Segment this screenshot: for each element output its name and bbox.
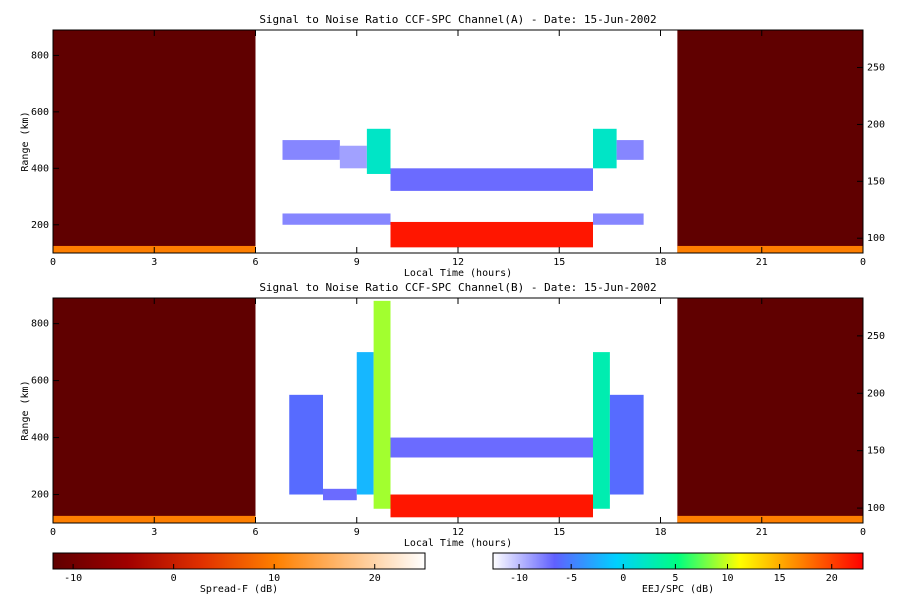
y2-tick-label: 250 xyxy=(867,63,885,74)
y-tick-label: 400 xyxy=(31,163,49,174)
y-tick-label: 600 xyxy=(31,107,49,118)
y2-tick-label: 200 xyxy=(867,119,885,130)
heat-block xyxy=(366,128,391,174)
y2-tick-label: 100 xyxy=(867,233,885,244)
colorbar-tick-label: 0 xyxy=(171,573,177,584)
heat-block xyxy=(390,168,593,191)
x-tick-label: 0 xyxy=(860,257,866,268)
colorbar-tick-label: -10 xyxy=(510,573,528,584)
y2-tick-label: 100 xyxy=(867,503,885,514)
heat-block xyxy=(339,145,367,169)
heat-block xyxy=(282,140,340,160)
y-axis-label: Range (km) xyxy=(20,111,31,171)
colorbar-tick-label: 20 xyxy=(369,573,381,584)
colorbar-tick-label: 20 xyxy=(826,573,838,584)
heat-block xyxy=(593,213,644,225)
y2-tick-label: 250 xyxy=(867,331,885,342)
x-tick-label: 9 xyxy=(354,527,360,538)
x-tick-label: 12 xyxy=(452,527,464,538)
colorbar-tick-label: -5 xyxy=(565,573,577,584)
y-tick-label: 200 xyxy=(31,220,49,231)
heat-block xyxy=(356,352,374,495)
heat-block xyxy=(593,128,617,169)
y-tick-label: 600 xyxy=(31,376,49,387)
heat-block xyxy=(677,245,863,253)
x-tick-label: 12 xyxy=(452,257,464,268)
x-tick-label: 21 xyxy=(756,257,768,268)
heat-block xyxy=(289,394,323,495)
x-tick-label: 21 xyxy=(756,527,768,538)
colorbar-tick-label: -10 xyxy=(64,573,82,584)
x-tick-label: 15 xyxy=(553,257,565,268)
heat-block xyxy=(593,352,610,509)
x-tick-label: 3 xyxy=(151,257,157,268)
heat-block xyxy=(373,300,391,509)
heat-block xyxy=(677,515,863,523)
y2-tick-label: 200 xyxy=(867,388,885,399)
colorbar-tick-label: 15 xyxy=(774,573,786,584)
y2-tick-label: 150 xyxy=(867,176,885,187)
heat-block xyxy=(323,488,357,501)
x-tick-label: 9 xyxy=(354,257,360,268)
colorbar-tick-label: 5 xyxy=(672,573,678,584)
heat-block xyxy=(616,140,644,160)
chart-title: Signal to Noise Ratio CCF-SPC Channel(B)… xyxy=(259,281,656,294)
y-tick-label: 200 xyxy=(31,490,49,501)
heat-block xyxy=(677,298,863,523)
colorbar-label: Spread-F (dB) xyxy=(200,584,278,595)
heat-block xyxy=(390,437,593,458)
y-axis-label: Range (km) xyxy=(20,380,31,440)
y-tick-label: 800 xyxy=(31,50,49,61)
heat-block xyxy=(390,494,593,518)
x-tick-label: 0 xyxy=(50,257,56,268)
x-tick-label: 18 xyxy=(654,527,666,538)
heat-block xyxy=(390,221,593,248)
chart-title: Signal to Noise Ratio CCF-SPC Channel(A)… xyxy=(259,13,656,26)
x-axis-label: Local Time (hours) xyxy=(404,538,512,549)
y2-tick-label: 150 xyxy=(867,446,885,457)
colorbar-tick-label: 10 xyxy=(268,573,280,584)
colorbar-tick-label: 0 xyxy=(620,573,626,584)
y-tick-label: 400 xyxy=(31,433,49,444)
heat-block xyxy=(53,30,256,253)
x-tick-label: 6 xyxy=(252,257,258,268)
x-tick-label: 0 xyxy=(860,527,866,538)
plot-area xyxy=(53,298,863,523)
heat-block xyxy=(677,30,863,253)
y-tick-label: 800 xyxy=(31,319,49,330)
x-tick-label: 0 xyxy=(50,527,56,538)
x-tick-label: 3 xyxy=(151,527,157,538)
colorbar xyxy=(492,552,864,570)
colorbar xyxy=(52,552,426,570)
heat-block xyxy=(609,394,644,495)
heat-block xyxy=(53,298,256,523)
colorbar-label: EEJ/SPC (dB) xyxy=(642,584,714,595)
colorbar-tick-label: 10 xyxy=(721,573,733,584)
x-tick-label: 6 xyxy=(252,527,258,538)
heat-block xyxy=(282,213,391,225)
x-tick-label: 18 xyxy=(654,257,666,268)
x-axis-label: Local Time (hours) xyxy=(404,268,512,279)
plot-area xyxy=(53,30,863,253)
x-tick-label: 15 xyxy=(553,527,565,538)
